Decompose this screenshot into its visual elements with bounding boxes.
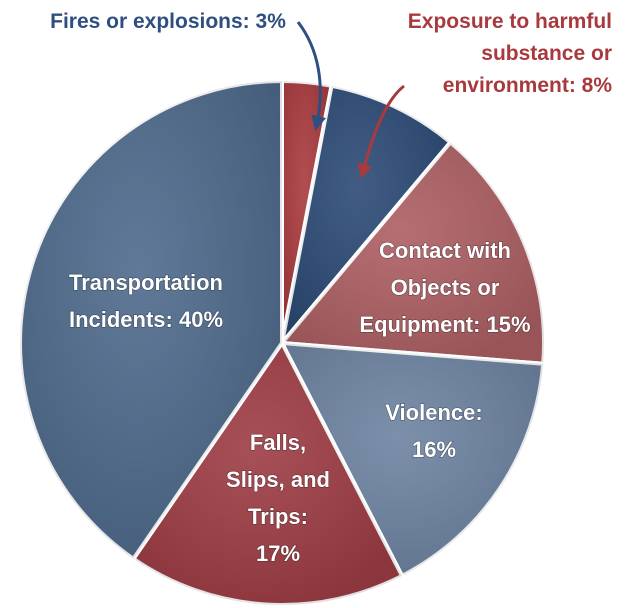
- slice-label-line: Transportation: [69, 270, 223, 295]
- callout-arrow: [357, 84, 405, 179]
- pie-slices: [18, 78, 546, 607]
- slice-label-line: Objects or: [391, 275, 500, 300]
- pie-slice-shade: [19, 80, 282, 559]
- slice-label-line: 17%: [256, 541, 300, 566]
- slice-label-line: 16%: [412, 437, 456, 462]
- slice-label-line: Slips, and: [226, 467, 330, 492]
- pie-slice-shade: [282, 142, 544, 364]
- slice-label-line: Falls,: [250, 430, 306, 455]
- callout-arrow: [296, 21, 327, 131]
- slice-label-falls-slips-and-trips: Falls, Slips, and Trips: 17%: [226, 430, 330, 566]
- slice-label-violence: Violence: 16%: [385, 400, 482, 462]
- pie-slice-shade: [282, 85, 451, 343]
- slice-label-line: Equipment: 15%: [359, 312, 530, 337]
- slice-label-exposure-to-harmful-substance-or-environment: Exposure to harmful substance or environme…: [408, 10, 613, 97]
- slice-label-transportation-incidents: Transportation Incidents: 40%: [69, 270, 223, 332]
- slice-label-contact-with-objects-or-equipment: Contact with Objects or Equipment: 15%: [359, 238, 530, 337]
- pie-labels: Fires or explosions: 3% Exposure to harmf…: [49, 9, 614, 567]
- slice-label-line: Fires or explosions: 3%: [50, 10, 286, 33]
- slice-label-line: Incidents: 40%: [69, 307, 223, 332]
- slice-label-fires-or-explosions: Fires or explosions: 3%: [50, 10, 286, 33]
- slice-label-line: Exposure to harmful: [408, 10, 612, 33]
- slice-label-line: Trips:: [248, 504, 308, 529]
- pie-slice-shade: [282, 343, 544, 576]
- slice-label-line: substance or: [481, 42, 612, 65]
- slice-label-line: environment: 8%: [443, 74, 613, 97]
- slice-label-line: Violence:: [385, 400, 482, 425]
- pie-slice-shade: [133, 343, 403, 605]
- slice-label-line: Contact with: [379, 238, 511, 263]
